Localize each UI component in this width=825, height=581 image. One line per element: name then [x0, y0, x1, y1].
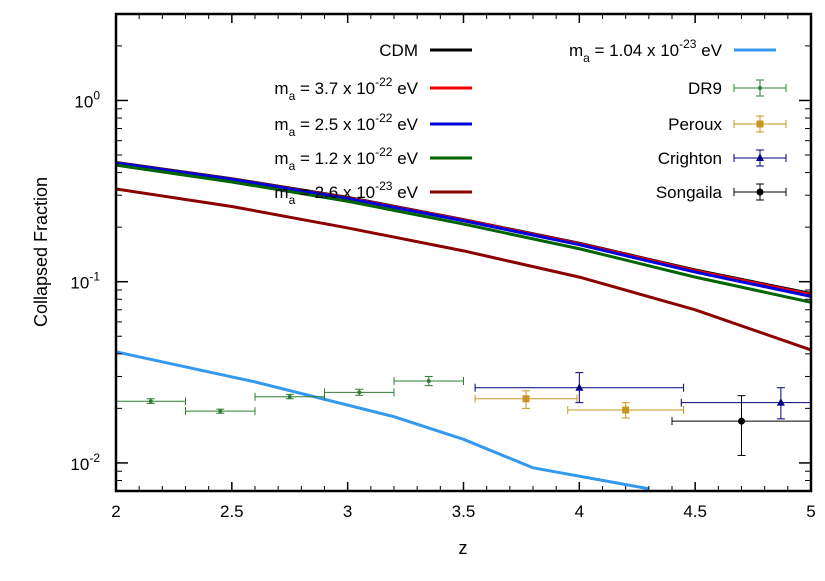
legend-entry-peroux: Peroux: [668, 115, 787, 134]
data-point-peroux-2: [567, 402, 685, 419]
legend-label: DR9: [688, 79, 722, 98]
error-layer: [116, 372, 811, 456]
y-tick-label: 10-1: [70, 270, 100, 293]
legend-label: ma = 2.6 x 10-23 eV: [274, 179, 418, 207]
x-axis-title: z: [459, 538, 468, 558]
series-layer: [116, 160, 811, 491]
legend-label: ma = 1.04 x 10-23 eV: [569, 37, 723, 65]
data-point-dr9-1: [116, 397, 186, 406]
series-line-5: [116, 187, 811, 352]
legend-entry-songaila: Songaila: [656, 183, 787, 202]
y-tick-label: 100: [74, 88, 100, 111]
legend-label: Peroux: [668, 115, 722, 134]
data-marker-crighton: [575, 383, 584, 391]
data-marker-dr9: [426, 379, 431, 384]
data-marker-dr9: [287, 394, 292, 399]
data-marker-dr9: [148, 399, 153, 404]
legend: CDM ma = 3.7 x 10-22 eV ma = 2.5 x 10-22 e…: [274, 37, 787, 207]
x-tick-label: 3: [343, 502, 352, 521]
axis-ticks: 2 2.5 3 3.5 4 4.5 5 10-2 10-1 100: [70, 13, 816, 521]
legend-marker: [756, 188, 764, 196]
legend-marker: [758, 86, 762, 90]
data-marker-songaila: [738, 417, 745, 425]
legend-label: ma = 1.2 x 10-22 eV: [274, 145, 418, 173]
y-tick-label: 10-2: [70, 451, 100, 474]
legend-entry-4: ma = 1.2 x 10-22 eV: [274, 145, 472, 173]
x-tick-label: 4: [575, 502, 584, 521]
data-marker-peroux: [522, 395, 530, 403]
series-line-6: [116, 350, 650, 491]
data-point-crighton-1: [474, 372, 685, 404]
legend-swatch: [733, 79, 787, 97]
data-point-dr9-3: [254, 392, 325, 401]
data-point-dr9-5: [393, 375, 464, 387]
data-marker-peroux: [622, 406, 630, 414]
legend-label: ma = 2.5 x 10-22 eV: [274, 111, 418, 139]
data-point-dr9-4: [324, 388, 395, 397]
legend-marker: [756, 120, 764, 128]
legend-swatch: [733, 115, 787, 133]
legend-label: Crighton: [658, 149, 722, 168]
x-tick-label: 4.5: [683, 502, 707, 521]
legend-entry-dr9: DR9: [688, 79, 787, 98]
legend-label: ma = 3.7 x 10-22 eV: [274, 75, 418, 103]
data-marker-dr9: [218, 409, 223, 414]
legend-entry-3: ma = 2.5 x 10-22 eV: [274, 111, 472, 139]
data-point-peroux-1: [474, 390, 578, 409]
data-point-crighton-2: [680, 387, 811, 420]
legend-swatch: [733, 149, 787, 167]
x-tick-label: 5: [806, 502, 815, 521]
legend-entry-6: ma = 1.04 x 10-23 eV: [569, 37, 776, 65]
data-point-songaila-1: [671, 395, 811, 456]
data-marker-crighton: [776, 398, 785, 406]
x-tick-label: 3.5: [452, 502, 476, 521]
data-point-dr9-2: [185, 407, 256, 416]
legend-marker: [756, 153, 764, 161]
data-marker-dr9: [357, 390, 362, 395]
legend-entry-5: ma = 2.6 x 10-23 eV: [274, 179, 472, 207]
legend-label: Songaila: [656, 183, 723, 202]
legend-entry-crighton: Crighton: [658, 149, 787, 168]
legend-label: CDM: [379, 41, 418, 60]
series-line-4: [116, 163, 811, 304]
legend-swatch: [733, 183, 787, 201]
x-tick-label: 2.5: [220, 502, 244, 521]
series-line-3: [116, 161, 811, 298]
y-axis-title: Collapsed Fraction: [31, 177, 51, 327]
legend-entry-2: ma = 3.7 x 10-22 eV: [274, 75, 472, 103]
x-tick-label: 2: [111, 502, 120, 521]
legend-entry-1: CDM: [379, 41, 472, 60]
